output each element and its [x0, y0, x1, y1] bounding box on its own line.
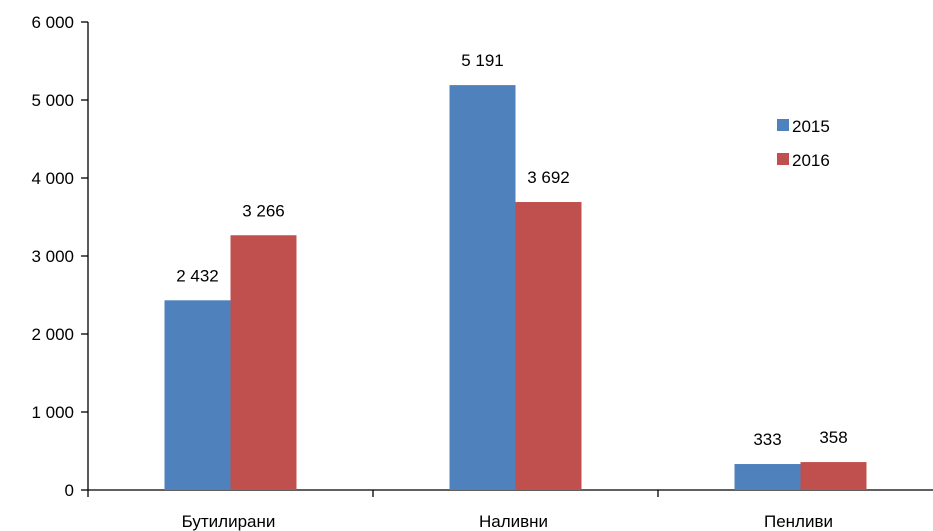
bar-2016-2 [515, 202, 582, 491]
data-label-2015: 5 191 [461, 51, 504, 70]
data-label-2015: 2 432 [176, 266, 219, 285]
bar-2015-3 [734, 464, 801, 490]
y-tick-label: 3 000 [31, 247, 74, 266]
data-label-2016: 358 [819, 428, 847, 447]
x-category-label: Пенливи [764, 512, 833, 531]
data-labels: 2 432 3 266 5 191 3 692 333 358 [176, 51, 847, 449]
x-category-label: Бутилирани [182, 512, 276, 531]
x-category-label: Наливни [479, 512, 548, 531]
x-axis: Бутилирани Наливни Пенливи [87, 489, 933, 531]
legend: 2015 2016 [777, 117, 830, 170]
bar-2015-2 [449, 85, 516, 491]
y-tick-label: 2 000 [31, 325, 74, 344]
legend-swatch-2015 [777, 119, 789, 131]
legend-label-2016: 2016 [792, 151, 830, 170]
y-tick-label: 1 000 [31, 403, 74, 422]
bar-2016-1 [230, 235, 297, 490]
y-tick-label: 4 000 [31, 169, 74, 188]
bar-2016-3 [800, 462, 867, 490]
y-axis: 0 1 000 2 000 3 000 4 000 5 000 6 000 [31, 13, 89, 500]
bar-2015-1 [164, 300, 231, 490]
data-label-2016: 3 266 [242, 201, 285, 220]
data-label-2015: 333 [753, 430, 781, 449]
legend-label-2015: 2015 [792, 117, 830, 136]
data-label-2016: 3 692 [527, 168, 570, 187]
bars [164, 85, 867, 491]
legend-swatch-2016 [777, 153, 789, 165]
y-tick-label: 0 [65, 481, 74, 500]
y-tick-label: 6 000 [31, 13, 74, 32]
y-tick-label: 5 000 [31, 91, 74, 110]
